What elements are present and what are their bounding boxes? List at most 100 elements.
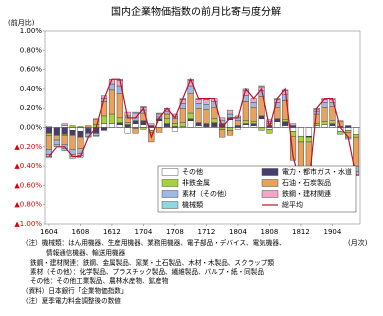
bar-segment bbox=[179, 122, 186, 127]
bar-segment bbox=[203, 99, 210, 105]
bar-segment bbox=[93, 133, 100, 136]
bar-segment bbox=[45, 127, 52, 134]
bar-segment bbox=[53, 127, 60, 136]
bar-segment bbox=[187, 118, 194, 121]
x-axis-label: (月次) bbox=[348, 238, 368, 247]
bar-segment bbox=[242, 120, 249, 124]
x-tick-label: 1608 bbox=[72, 228, 90, 236]
note: （注）夏季電力料金調整後の数値 bbox=[22, 296, 121, 305]
bar-segment bbox=[195, 107, 202, 123]
bar-segment bbox=[282, 121, 289, 126]
legend-label: 石油・石炭製品 bbox=[282, 178, 331, 187]
bar-segment bbox=[116, 122, 123, 125]
bar-segment bbox=[353, 134, 360, 138]
bar-segment bbox=[290, 135, 297, 161]
bar-segment bbox=[258, 115, 265, 120]
bar-segment bbox=[234, 120, 241, 126]
bar-segment bbox=[45, 135, 52, 150]
x-tick-label: 1812 bbox=[292, 228, 310, 236]
bar-segment bbox=[101, 123, 108, 128]
bar-segment bbox=[108, 89, 115, 115]
bar-segment bbox=[156, 112, 163, 115]
bar-segment bbox=[101, 127, 108, 131]
y-tick-label: ▲0.60% bbox=[14, 181, 42, 189]
y-tick-label: 0.60% bbox=[20, 66, 43, 74]
note: その他：その他工業製品、農林水産物、鉱産物 bbox=[30, 276, 169, 285]
x-tick-label: 1904 bbox=[324, 228, 342, 236]
bar-segment bbox=[132, 120, 139, 124]
legend-swatch bbox=[161, 179, 179, 187]
y-tick-label: ▲0.40% bbox=[14, 162, 42, 170]
bar-segment bbox=[45, 156, 52, 158]
bar-segment bbox=[171, 127, 178, 132]
bar-segment bbox=[85, 128, 92, 134]
x-tick-label: 1712 bbox=[198, 228, 216, 236]
bar-segment bbox=[353, 127, 360, 135]
note: （資料）日本銀行「企業物価指数」 bbox=[22, 286, 128, 295]
bar-segment bbox=[132, 123, 139, 128]
y-tick-label: ▲1.00% bbox=[14, 220, 42, 228]
bar-segment bbox=[290, 123, 297, 126]
bar-segment bbox=[211, 118, 218, 123]
y-tick-label: ▲0.20% bbox=[14, 143, 42, 151]
bar-segment bbox=[195, 99, 202, 104]
x-tick-label: 1612 bbox=[103, 228, 121, 236]
bar-segment bbox=[77, 127, 84, 132]
bar-segment bbox=[274, 118, 281, 122]
y-tick-label: ▲0.80% bbox=[14, 201, 42, 209]
bar-segment bbox=[227, 127, 234, 131]
bar-segment bbox=[353, 136, 360, 167]
y-tick-label: 1.00% bbox=[20, 27, 43, 35]
bar-segment bbox=[53, 135, 60, 141]
bar-segment bbox=[266, 119, 273, 122]
bar-segment bbox=[258, 127, 265, 131]
legend-label: その他 bbox=[182, 167, 203, 176]
x-tick-label: 1804 bbox=[229, 228, 247, 236]
bar-segment bbox=[282, 94, 289, 101]
legend-swatch bbox=[161, 168, 179, 176]
bar-segment bbox=[345, 127, 352, 131]
x-tick-label: 1708 bbox=[166, 228, 184, 236]
bar-segment bbox=[250, 123, 257, 126]
bar-segment bbox=[187, 85, 194, 94]
legend-swatch bbox=[261, 168, 279, 176]
chart-title: 国内企業物価指数の前月比寄与度分解 bbox=[111, 5, 281, 18]
bar-segment bbox=[203, 104, 210, 110]
bar-segment bbox=[116, 93, 123, 119]
y-tick-label: 0.80% bbox=[20, 46, 43, 54]
bar-segment bbox=[250, 102, 257, 108]
x-tick-label: 1604 bbox=[40, 228, 58, 236]
legend-label: 素材（その他） bbox=[182, 189, 231, 198]
bar-segment bbox=[211, 107, 218, 120]
y-axis-label: (前月比) bbox=[8, 18, 35, 27]
bar-segment bbox=[219, 129, 226, 138]
note: 素材（その他）：化学製品、プラスチック製品、繊維製品、パルプ・紙・同製品 bbox=[30, 267, 264, 276]
bar-segment bbox=[250, 107, 257, 122]
bar-segment bbox=[337, 120, 344, 122]
bar-segment bbox=[321, 124, 328, 128]
bar-segment bbox=[274, 107, 281, 120]
legend-swatch bbox=[161, 201, 179, 209]
bar-segment bbox=[69, 135, 76, 150]
x-tick-label: 1808 bbox=[261, 228, 279, 236]
bar-segment bbox=[108, 123, 115, 128]
bar-segment bbox=[116, 117, 123, 123]
bar-segment bbox=[132, 128, 139, 134]
bar-segment bbox=[171, 123, 178, 127]
bar-segment bbox=[258, 118, 265, 128]
legend-label: 電力・都市ガス・水道 bbox=[282, 167, 352, 176]
legend-label: 鉄鋼・建材関連 bbox=[282, 189, 331, 198]
bar-segment bbox=[195, 122, 202, 126]
bar-segment bbox=[187, 120, 194, 128]
bar-segment bbox=[195, 103, 202, 109]
bar-segment bbox=[140, 124, 147, 128]
bar-segment bbox=[140, 120, 147, 125]
bar-segment bbox=[211, 122, 218, 127]
note: 鉄鋼・建材関連：鉄鋼、金属製品、窯業・土石製品、木材・木製品、スクラップ類 bbox=[30, 258, 274, 267]
note: 情報通信機器、輸送用機器 bbox=[46, 248, 126, 257]
bar-segment bbox=[345, 130, 352, 133]
bar-segment bbox=[124, 124, 131, 128]
bar-segment bbox=[61, 123, 68, 126]
bar-segment bbox=[61, 135, 68, 146]
